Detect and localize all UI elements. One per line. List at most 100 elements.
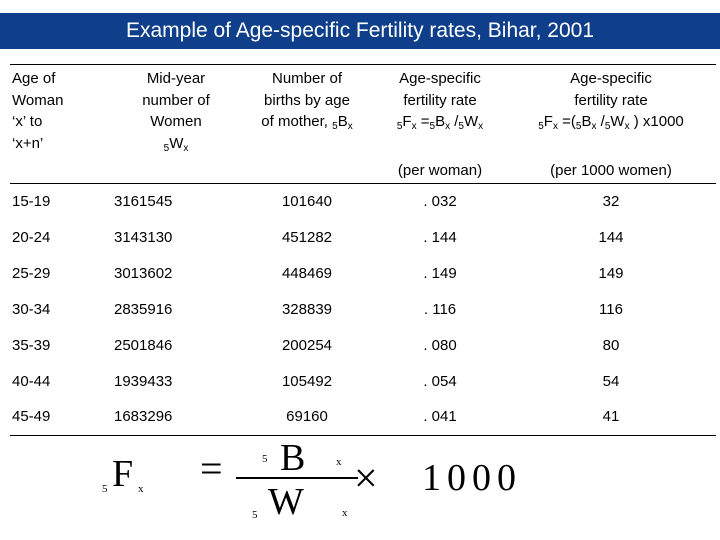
formula-lhs: F xyxy=(112,453,133,495)
header-asfr2-unit: (per 1000 women) xyxy=(550,161,672,179)
header-age: Age of Woman ‘x’ to ‘x+n’ xyxy=(10,64,112,184)
table-row: 40-44 1939433 105492 . 054 54 xyxy=(10,363,716,399)
cell-women: 1683296 xyxy=(112,399,240,436)
formula-part: = xyxy=(416,113,430,130)
formula-denominator: W xyxy=(268,481,304,523)
cell-births: 328839 xyxy=(281,300,333,318)
cell-rate1000: 54 xyxy=(602,372,620,390)
table-row: 25-29 3013602 448469 . 149 149 xyxy=(10,255,716,291)
cell-rate: . 116 xyxy=(423,300,457,318)
formula-part: W xyxy=(610,113,625,130)
formula-num-prefix-sub: 5 xyxy=(262,453,268,465)
cell-age: 25-29 xyxy=(12,264,51,282)
formula-part: B xyxy=(435,113,446,130)
cell-births: 200254 xyxy=(281,336,333,354)
cell-births: 451282 xyxy=(281,228,333,246)
cell-rate1000: 144 xyxy=(598,228,624,246)
formula-part: / xyxy=(450,113,459,130)
table-row: 35-39 2501846 200254 . 080 80 xyxy=(10,327,716,363)
cell-rate: . 054 xyxy=(423,372,457,390)
header-asfr-per-woman: Age-specific fertility rate 5Fx =5Bx /5W… xyxy=(374,64,506,184)
formula-part: B xyxy=(581,113,592,130)
header-births: Number of births by age of mother, 5Bx xyxy=(240,64,374,184)
header-gap xyxy=(508,138,714,160)
page-title: Example of Age-specific Fertility rates,… xyxy=(125,19,595,42)
header-births-line-symbol: of mother, 5Bx xyxy=(242,111,372,138)
cell-age: 15-19 xyxy=(12,192,51,210)
cell-rate1000: 80 xyxy=(602,336,620,354)
cell-rate1000: 41 xyxy=(506,399,716,436)
fertility-table: Age of Woman ‘x’ to ‘x+n’ Mid-year numbe… xyxy=(10,64,716,436)
header-asfr1-formula: 5Fx =5Bx /5Wx xyxy=(376,111,504,138)
formula-part: x xyxy=(411,121,417,132)
cell-rate: . 041 xyxy=(374,399,506,436)
formula-equals: = xyxy=(200,446,223,491)
cell-women: 2501846 xyxy=(114,336,173,354)
symbol-suffix-sub: x xyxy=(347,121,353,132)
symbol-var: W xyxy=(169,134,184,152)
formula-part: 5 xyxy=(538,121,544,132)
header-midyear-line: Mid-year xyxy=(146,70,206,87)
header-midyear-line: number of xyxy=(142,91,210,109)
cell-births: 448469 xyxy=(281,264,333,282)
cell-births: 69160 xyxy=(240,399,374,436)
cell-women: 2835916 xyxy=(114,300,173,318)
formula-multiplier: 1000 xyxy=(422,457,522,499)
formula-part: x xyxy=(478,121,484,132)
cell-births: 101640 xyxy=(281,192,333,210)
cell-age: 30-34 xyxy=(12,300,51,318)
symbol-var: B xyxy=(337,113,348,130)
table-row: 45-49 1683296 69160 . 041 41 xyxy=(10,399,716,436)
cell-rate: . 032 xyxy=(423,192,457,210)
header-asfr1-unit: (per woman) xyxy=(397,161,483,179)
header-age-line: ‘x+n’ xyxy=(12,134,44,152)
header-asfr1-line: fertility rate xyxy=(403,91,477,109)
cell-age: 35-39 xyxy=(12,336,51,354)
formula-lhs-prefix-sub: 5 xyxy=(102,483,108,495)
formula-lhs-suffix-sub: x xyxy=(138,483,144,495)
cell-rate1000: 149 xyxy=(598,264,624,282)
header-midyear-line: Women xyxy=(150,113,202,130)
cell-rate1000: 116 xyxy=(599,300,623,318)
formula-part: 5 xyxy=(429,121,436,132)
formula-part: x xyxy=(445,121,451,132)
formula-part: x xyxy=(552,121,558,132)
formula-part: F xyxy=(402,113,412,130)
cell-age: 45-49 xyxy=(10,399,112,436)
header-midyear-symbol: 5Wx xyxy=(114,133,238,160)
asfr-formula: 5 F x = 5 B x 5 W x × 1000 xyxy=(102,437,522,523)
header-asfr1-line: Age-specific xyxy=(399,70,481,87)
cell-rate: . 080 xyxy=(423,336,457,354)
cell-women: 3013602 xyxy=(114,264,173,282)
formula-part: 5 xyxy=(604,121,611,132)
formula-part: 5 xyxy=(575,121,582,132)
formula-part: 5 xyxy=(396,121,403,132)
table-header-row: Age of Woman ‘x’ to ‘x+n’ Mid-year numbe… xyxy=(10,64,716,184)
header-midyear-women: Mid-year number of Women 5Wx xyxy=(112,64,240,184)
formula-part: ) x1000 xyxy=(629,113,684,130)
header-age-line: Woman xyxy=(12,91,64,109)
header-asfr2-line: fertility rate xyxy=(574,91,648,109)
header-asfr-per-1000: Age-specific fertility rate 5Fx =(5Bx /5… xyxy=(506,64,716,184)
formula-times: × xyxy=(354,456,378,502)
cell-women: 3143130 xyxy=(114,228,173,246)
formula-part: W xyxy=(463,113,479,130)
header-asfr2-formula: 5Fx =(5Bx /5Wx ) x1000 xyxy=(508,111,714,138)
cell-rate: . 149 xyxy=(423,264,457,282)
cell-age: 40-44 xyxy=(12,372,51,390)
cell-births: 105492 xyxy=(281,372,333,390)
formula-part: 5 xyxy=(458,121,464,132)
cell-women: 1939433 xyxy=(114,372,173,390)
table-row: 30-34 2835916 328839 . 116 116 xyxy=(10,291,716,327)
header-births-line: Number of xyxy=(271,70,343,87)
symbol-prefix-sub: 5 xyxy=(332,121,338,132)
header-age-line: ‘x’ to xyxy=(12,113,43,130)
header-gap xyxy=(376,138,504,160)
header-age-line: Age of xyxy=(12,70,56,87)
formula-part: x xyxy=(624,121,630,132)
table-row: 15-19 3161545 101640 . 032 32 xyxy=(10,183,716,219)
header-asfr2-line: Age-specific xyxy=(570,70,652,87)
formula-den-suffix-sub: x xyxy=(342,507,348,519)
formula-part: =( xyxy=(557,113,576,130)
formula-den-prefix-sub: 5 xyxy=(252,509,258,521)
